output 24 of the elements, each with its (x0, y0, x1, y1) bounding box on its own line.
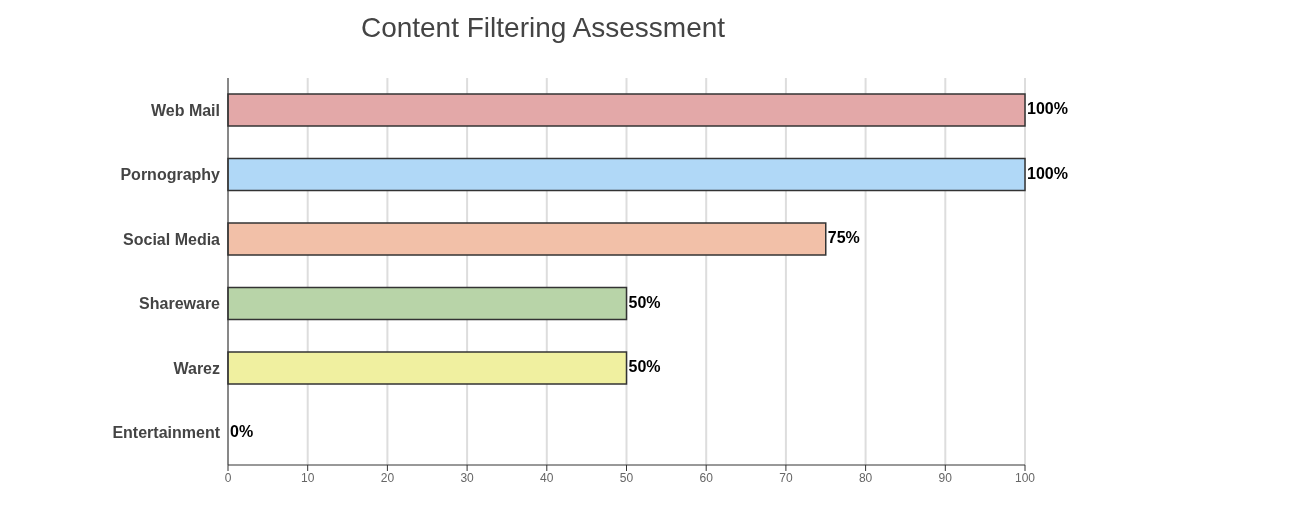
x-tick-label: 100 (1014, 470, 1036, 485)
x-tick-label: 80 (858, 470, 873, 485)
y-tick-label: Warez (173, 359, 220, 377)
data-label: 100% (1027, 164, 1068, 182)
data-label: 0% (230, 422, 254, 440)
data-label: 50% (628, 358, 661, 376)
x-tick-label: 0 (224, 470, 232, 485)
chart-title: Content Filtering Assessment (359, 12, 727, 44)
data-label: 75% (827, 229, 860, 247)
x-tick-label: 20 (380, 470, 395, 485)
y-tick-label: Web Mail (150, 101, 220, 119)
y-tick-label: Social Media (123, 230, 221, 248)
x-tick-label: 60 (699, 470, 714, 485)
x-tick-label: 40 (540, 470, 554, 485)
y-tick-label: Entertainment (112, 424, 221, 442)
x-tick-label: 50 (619, 470, 634, 485)
x-tick-label: 30 (460, 470, 475, 485)
y-tick-label: Pornography (120, 166, 221, 184)
data-label: 50% (628, 293, 661, 311)
y-tick-label: Shareware (139, 295, 221, 313)
x-tick-label: 70 (779, 470, 793, 485)
data-label: 100% (1027, 100, 1068, 118)
x-tick-label: 90 (938, 470, 953, 485)
x-tick-label: 10 (301, 470, 315, 485)
